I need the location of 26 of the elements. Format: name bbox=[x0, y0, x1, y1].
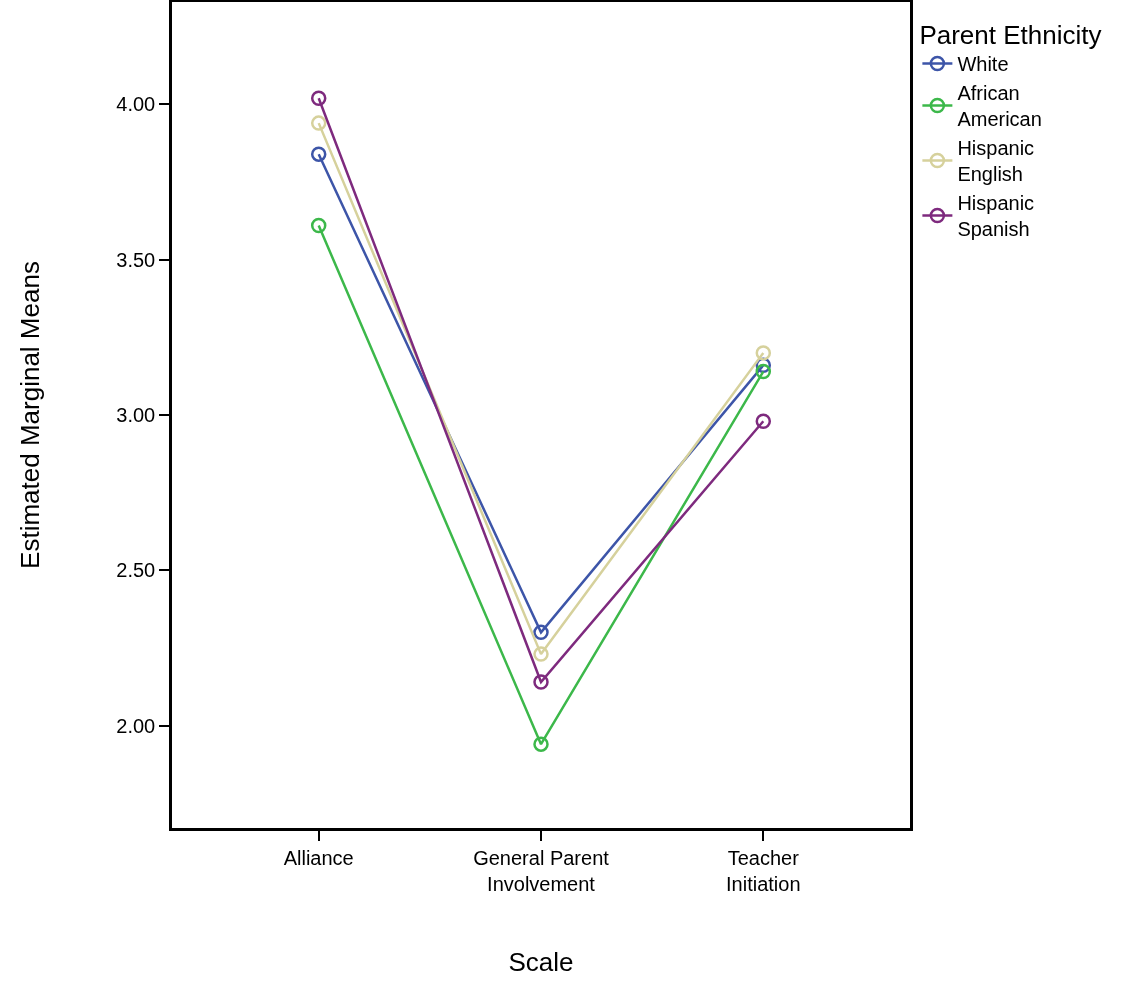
legend-label: Hispanic Spanish bbox=[957, 192, 1035, 241]
point bbox=[755, 345, 772, 361]
point bbox=[533, 736, 549, 752]
legend-label: Hispanic English bbox=[957, 137, 1035, 186]
point bbox=[755, 363, 772, 380]
point bbox=[310, 90, 327, 106]
legend-label: African American bbox=[957, 82, 1042, 131]
x-axis-title: Scale bbox=[508, 947, 574, 978]
legend-label: White bbox=[957, 53, 1009, 76]
point bbox=[310, 146, 327, 162]
point bbox=[755, 413, 772, 429]
y-tick-label: 3.50 bbox=[116, 248, 156, 271]
x-tick-label: General Parent Involvement bbox=[473, 846, 610, 895]
y-axis-title: Estimated Marginal Means bbox=[14, 261, 45, 569]
x-tick-label: Alliance bbox=[283, 846, 354, 869]
legend-title: Parent Ethnicity bbox=[919, 20, 1102, 51]
x-tick-label: Teacher Initiation bbox=[726, 846, 801, 895]
point bbox=[533, 646, 549, 662]
y-tick-label: 3.00 bbox=[116, 404, 156, 426]
point bbox=[310, 217, 327, 234]
y-tick-label: 2.50 bbox=[116, 559, 156, 582]
y-tick-label: 2.00 bbox=[116, 714, 156, 737]
y-tick-label: 4.00 bbox=[116, 93, 156, 116]
point bbox=[310, 115, 327, 131]
point bbox=[533, 674, 549, 690]
point bbox=[533, 624, 549, 641]
